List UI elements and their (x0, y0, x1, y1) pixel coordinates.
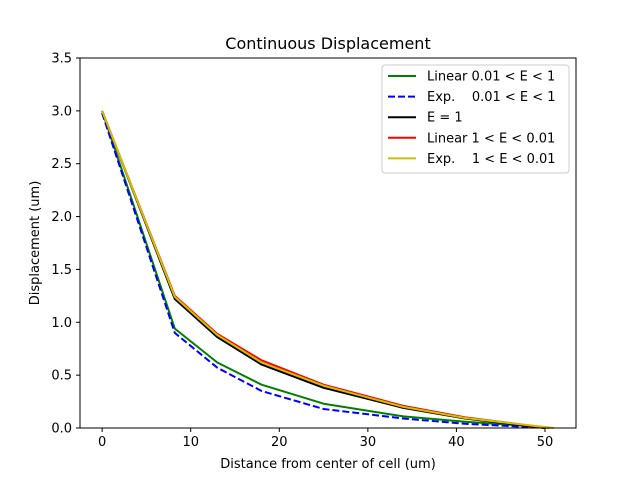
y-axis-ticks: 0.0 0.5 1.0 1.5 2.0 2.5 3.0 3.5 (51, 52, 80, 437)
y-tick-label: 0.0 (51, 422, 72, 437)
series-line-0 (101, 110, 546, 429)
legend-label-0: Linear 0.01 < E < 1 (427, 70, 555, 85)
x-tick-label: 30 (360, 435, 377, 450)
x-tick-label: 20 (271, 435, 288, 450)
legend-box (381, 64, 570, 174)
y-tick-label: 2.0 (51, 210, 72, 225)
x-tick-label: 50 (537, 435, 554, 450)
x-axis-label: Distance from center of cell (um) (220, 457, 436, 472)
y-tick-label: 1.0 (51, 316, 72, 331)
series-line-4 (101, 110, 555, 429)
legend-label-3: Linear 1 < E < 0.01 (427, 131, 555, 146)
x-axis-ticks: 0 10 20 30 40 50 (98, 428, 553, 450)
legend-label-1: Exp. 0.01 < E < 1 (427, 90, 556, 105)
y-tick-label: 1.5 (51, 263, 72, 278)
x-tick-label: 10 (182, 435, 199, 450)
legend-label-2: E = 1 (427, 111, 463, 126)
y-axis-label: Displacement (um) (28, 181, 43, 306)
y-tick-label: 2.5 (51, 157, 72, 172)
series-line-1 (101, 112, 546, 429)
x-tick-label: 0 (98, 435, 106, 450)
y-tick-label: 3.0 (51, 104, 72, 119)
y-tick-label: 0.5 (51, 369, 72, 384)
y-tick-label: 3.5 (51, 52, 72, 67)
x-tick-label: 40 (448, 435, 465, 450)
chart-title: Continuous Displacement (225, 34, 430, 53)
legend-label-4: Exp. 1 < E < 0.01 (427, 152, 556, 167)
series-layer (101, 110, 555, 429)
legend: Linear 0.01 < E < 1 Exp. 0.01 < E < 1 E = … (381, 64, 570, 174)
plot-frame (79, 57, 577, 429)
